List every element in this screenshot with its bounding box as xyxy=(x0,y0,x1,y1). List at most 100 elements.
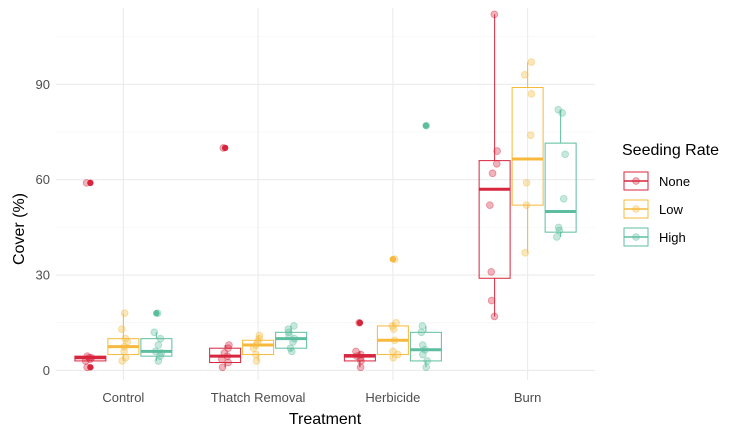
data-point xyxy=(418,322,427,330)
data-point xyxy=(284,325,293,333)
outlier-point xyxy=(153,310,160,317)
box-high-1 xyxy=(275,325,308,352)
box-none-1 xyxy=(209,345,242,368)
x-tick-label: Burn xyxy=(514,390,541,405)
data-point xyxy=(218,355,226,364)
legend-label: Low xyxy=(659,202,683,217)
data-point xyxy=(561,150,569,159)
data-point xyxy=(389,353,398,362)
data-point xyxy=(123,338,131,346)
box-low-1 xyxy=(242,335,275,361)
data-point xyxy=(82,179,91,187)
data-point xyxy=(392,318,400,327)
data-point xyxy=(488,169,497,178)
box-body xyxy=(511,86,544,206)
box-layer xyxy=(74,14,577,368)
data-point xyxy=(87,353,96,362)
data-point xyxy=(219,144,228,152)
data-point xyxy=(393,350,402,359)
data-point xyxy=(85,353,94,362)
data-point xyxy=(154,357,163,365)
legend-swatch-point xyxy=(632,233,640,241)
data-point xyxy=(490,312,499,321)
box-low-2 xyxy=(376,322,409,358)
box-low-0 xyxy=(107,313,140,361)
data-point xyxy=(522,201,531,209)
box-none-3 xyxy=(478,14,511,317)
data-point xyxy=(422,363,430,372)
y-axis-title: Cover (%) xyxy=(11,193,28,265)
legend: Seeding Rate None Low High xyxy=(622,142,719,247)
data-point xyxy=(353,352,361,360)
box-body xyxy=(343,354,376,362)
data-point xyxy=(356,350,365,359)
data-point xyxy=(419,350,427,359)
data-point xyxy=(357,357,365,365)
data-point xyxy=(527,58,536,66)
data-point xyxy=(223,352,232,360)
data-point xyxy=(286,344,295,353)
data-point xyxy=(224,358,233,367)
data-point xyxy=(487,296,496,305)
legend-key-none: None xyxy=(623,171,690,191)
data-point xyxy=(356,363,365,372)
data-point xyxy=(422,121,431,130)
box-body xyxy=(409,331,442,362)
data-point xyxy=(225,341,233,349)
data-point xyxy=(289,338,297,346)
data-point xyxy=(224,344,232,353)
outlier-point xyxy=(221,144,229,152)
legend-label: None xyxy=(659,174,690,189)
data-point xyxy=(252,357,261,365)
data-point xyxy=(252,350,260,359)
legend-label: High xyxy=(659,230,686,245)
data-point xyxy=(86,355,94,364)
y-tick-label: 60 xyxy=(36,172,50,187)
data-point xyxy=(120,309,129,318)
data-point xyxy=(418,341,427,349)
axis-layer: 0 30 60 90 Control Thatch Removal Herbicide Bur… xyxy=(36,77,542,405)
data-point xyxy=(121,353,130,362)
x-tick-label: Herbicide xyxy=(365,390,420,405)
outlier-point xyxy=(87,179,94,187)
data-point xyxy=(83,363,92,372)
legend-swatch-point xyxy=(632,177,640,185)
box-body xyxy=(275,331,308,349)
box-body xyxy=(140,338,173,357)
legend-key-high: High xyxy=(623,227,686,247)
data-point xyxy=(150,328,159,337)
data-point xyxy=(118,357,127,365)
data-point xyxy=(285,331,293,340)
x-tick-label: Thatch Removal xyxy=(211,390,306,405)
data-point xyxy=(355,318,364,327)
outlier-point xyxy=(87,364,94,371)
data-point xyxy=(81,357,90,365)
data-point xyxy=(487,268,496,276)
data-point xyxy=(389,325,398,333)
data-point xyxy=(559,194,568,203)
box-body xyxy=(478,160,511,279)
box-high-2 xyxy=(409,325,442,368)
data-point xyxy=(421,345,429,354)
data-point xyxy=(218,363,227,372)
box-none-2 xyxy=(343,351,376,368)
legend-swatch-point xyxy=(632,205,640,213)
box-low-3 xyxy=(511,62,544,253)
data-point xyxy=(522,179,531,187)
box-none-0 xyxy=(74,355,107,362)
data-point xyxy=(490,10,499,19)
data-point xyxy=(492,159,501,168)
box-high-0 xyxy=(140,332,173,361)
data-point xyxy=(352,347,360,356)
data-point xyxy=(156,334,165,343)
data-point xyxy=(120,342,129,351)
legend-key-low: Low xyxy=(623,199,683,219)
data-point xyxy=(554,105,563,114)
data-point xyxy=(356,353,365,362)
data-point xyxy=(120,347,128,356)
data-point xyxy=(156,352,164,360)
data-point xyxy=(254,338,262,346)
y-tick-label: 90 xyxy=(36,77,50,92)
data-point xyxy=(83,352,92,360)
outlier-point xyxy=(356,319,364,326)
